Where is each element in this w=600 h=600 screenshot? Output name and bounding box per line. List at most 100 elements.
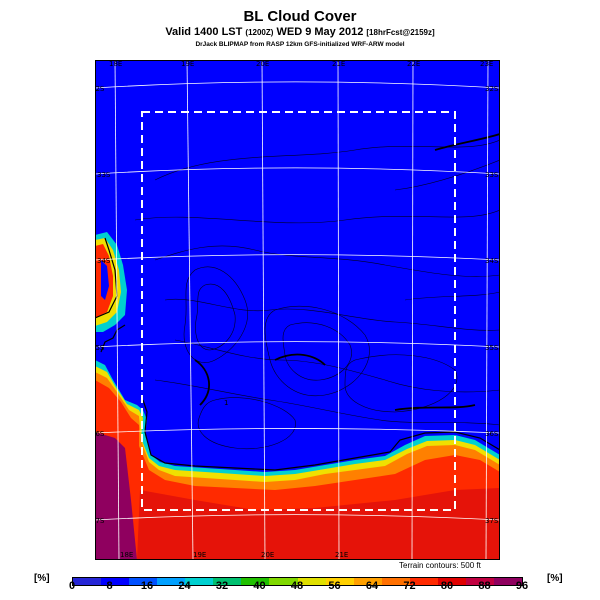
colorbar-tick-label: 96 [515,580,529,592]
lat-label-left: 34S [97,257,111,265]
lat-label-left: 36S [95,430,105,438]
lat-label-left: 33S [97,171,111,179]
colorbar-unit-right: [%] [547,573,563,584]
thick-contour [194,359,210,406]
colorbar-swatch [185,578,214,585]
colorbar-swatch [297,578,326,585]
colorbar-swatch [157,578,186,585]
colorbar-swatch [101,578,130,585]
colorbar-tick-label: 48 [290,580,304,592]
parallel-35s [95,341,500,348]
colorbar-swatch [437,578,466,585]
colorbar-swatch [465,578,494,585]
terrain-contour [154,139,500,181]
lon-label-top: 18E [109,60,122,68]
colorbar-swatch [381,578,410,585]
colorbar-swatch [409,578,438,585]
thick-contour [434,133,500,151]
thick-contour [394,404,476,411]
meridian-21e [337,60,340,560]
lon-label-bottom: 18E [120,551,133,559]
meridian-23e [485,60,489,560]
colorbar-swatch [73,578,102,585]
colorbar-tick-label: 0 [68,580,76,592]
colorbar-swatch [241,578,270,585]
lon-label-top: 21E [332,60,345,68]
colorbar-tick-label: 56 [328,580,341,592]
parallel-37s [95,514,500,521]
lat-label-right: 32S [485,85,499,93]
terrain-contour [394,159,500,191]
colorbar-tick-label: 72 [403,580,416,592]
cloud-cover-map: 1 18E 19E 20E 21E 22E 23E 18E 19E 20E 21… [95,60,500,560]
lon-label-bottom: 20E [261,551,274,559]
station-marker: 1 [224,399,228,407]
west-cloud-blue-gap [101,260,109,300]
meridian-18e [114,60,120,560]
map-title: BL Cloud Cover [243,8,357,25]
colorbar-tick-label: 16 [140,580,154,592]
terrain-contour [183,266,248,363]
thick-contours [194,133,500,411]
colorbar-tick-label: 8 [106,580,113,592]
lon-label-bottom: 19E [193,551,206,559]
terrain-contour-note: Terrain contours: 500 ft [399,561,481,570]
colorbar-swatch [269,578,298,585]
colorbar-swatch [325,578,354,585]
terrain-contour [174,339,500,393]
cloud-band-purple [95,432,137,560]
lon-label-top: 19E [181,60,194,68]
colorbar-tick-label: 88 [478,580,491,592]
graticule [95,60,500,560]
lat-label-right: 34S [485,257,499,265]
map-subtitle: Valid 1400 LST (1200Z) WED 9 May 2012 [1… [0,26,600,38]
lat-label-right: 35S [485,344,499,352]
terrain-contour [264,305,370,397]
inner-domain-box [141,111,456,511]
lat-label-right: 37S [485,517,499,525]
terrain-contour [197,397,296,450]
cloud-band-darkred [137,488,500,560]
colorbar-swatch [493,578,522,585]
colorbar-tick-label: 40 [253,580,266,592]
parallel-32s [95,81,500,89]
parallel-36s [95,428,500,434]
coastline [95,237,500,471]
lat-label-left: 35S [95,344,105,352]
valid-time: Valid 1400 LST [165,26,243,38]
terrain-contour [154,379,500,426]
terrain-contour [344,354,458,413]
parallel-34s [95,254,500,261]
meridian-20e [261,60,266,560]
terrain-contour [195,283,236,351]
colorbar-unit-left: [%] [34,573,50,584]
colorbar-tick-label: 24 [178,580,191,592]
forecast-info: [18hrFcst@2159z] [366,28,435,37]
colorbar-tick-label: 80 [440,580,454,592]
lon-label-bottom: 21E [335,551,348,559]
valid-time-utc: (1200Z) [245,28,274,37]
colorbar-swatch [213,578,242,585]
terrain-contours [134,139,500,450]
lon-label-top: 20E [256,60,269,68]
lon-label-top: 22E [407,60,420,68]
model-credit: DrJack BLIPMAP from RASP 12km GFS-initia… [195,41,405,48]
colorbar-swatch [353,578,382,585]
lat-label-left: 37S [95,517,105,525]
lat-label-right: 33S [485,171,499,179]
lat-label-right: 36S [485,430,499,438]
colorbar-swatch [129,578,158,585]
colorbar-tick-label: 64 [365,580,379,592]
colorbar [72,577,523,586]
map-frame [95,60,500,560]
meridian-19e [186,60,194,560]
meridian-22e [411,60,414,560]
thick-contour [274,353,326,366]
colorbar-tick-label: 32 [215,580,229,592]
terrain-contour [154,245,500,277]
valid-date: WED 9 May 2012 [276,26,364,38]
parallel-33s [95,167,500,175]
lat-label-left: 32S [95,85,105,93]
terrain-contour [134,209,500,224]
terrain-contour [164,298,500,331]
